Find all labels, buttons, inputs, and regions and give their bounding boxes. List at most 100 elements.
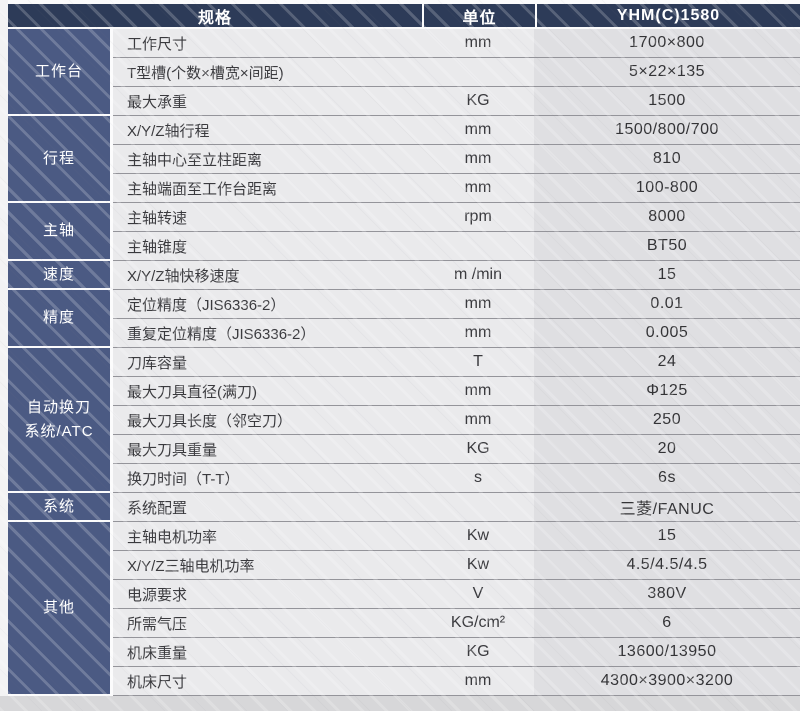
spec-value-cell: 1700×800	[534, 29, 800, 57]
spec-unit-cell: Kw	[466, 556, 490, 573]
spec-unit-cell	[422, 493, 534, 521]
spec-group-section: 主轴 主轴转速 rpm 8000 主轴锥度 BT50	[8, 203, 800, 261]
spec-value-cell: 4300×3900×3200	[534, 667, 800, 695]
spec-name-cell: 机床重量	[127, 644, 188, 662]
group-label-cell: 系统	[8, 493, 110, 520]
spec-name-cell: 最大刀具重量	[127, 441, 218, 459]
table-row: X/Y/Z轴快移速度 m /min 15	[113, 261, 800, 290]
table-row: 主轴电机功率 Kw 15	[113, 522, 800, 551]
table-row: 电源要求 V 380V	[113, 580, 800, 609]
spec-name-cell: 重复定位精度（JIS6336-2）	[127, 325, 316, 343]
spec-name-cell: 最大刀具直径(满刀)	[127, 383, 257, 401]
table-row: 刀库容量 T 24	[113, 348, 800, 377]
header-unit-label: 单位	[424, 4, 535, 27]
spec-table-body: 工作台 工作尺寸 mm 1700×800 T型槽(个数×槽宽×间距) 5×22×135 最大…	[8, 29, 800, 696]
table-row: 主轴锥度 BT50	[113, 232, 800, 261]
spec-value-cell: 6	[534, 609, 800, 637]
left-margin	[0, 0, 8, 696]
table-row: 机床尺寸 mm 4300×3900×3200	[113, 667, 800, 696]
spec-value-cell: 15	[534, 522, 800, 550]
spec-unit-cell: mm	[464, 411, 492, 428]
spec-unit-cell: rpm	[464, 208, 492, 225]
spec-group-section: 精度 定位精度（JIS6336-2） mm 0.01 重复定位精度（JIS6336-2）…	[8, 290, 800, 348]
spec-group-section: 速度 X/Y/Z轴快移速度 m /min 15	[8, 261, 800, 290]
spec-unit-cell: mm	[464, 382, 492, 399]
group-label-cell: 自动换刀 系统/ATC	[8, 348, 110, 491]
table-row: 主轴中心至立柱距离 mm 810	[113, 145, 800, 174]
spec-value-cell: 20	[534, 435, 800, 463]
spec-unit-cell: KG/cm²	[450, 614, 506, 631]
spec-value-cell: BT50	[534, 232, 800, 260]
group-rows: X/Y/Z轴行程 mm 1500/800/700 主轴中心至立柱距离 mm 810 主轴端面…	[113, 116, 800, 203]
spec-unit-cell: V	[472, 585, 484, 602]
spec-group-section: 工作台 工作尺寸 mm 1700×800 T型槽(个数×槽宽×间距) 5×22×135 最大…	[8, 29, 800, 116]
spec-unit-cell: m /min	[454, 266, 502, 283]
spec-value-cell: 0.005	[534, 319, 800, 347]
table-row: X/Y/Z轴行程 mm 1500/800/700	[113, 116, 800, 145]
table-row: 系统配置 三菱/FANUC	[113, 493, 800, 522]
spec-name-cell: 主轴转速	[127, 209, 188, 227]
spec-value-cell: 13600/13950	[534, 638, 800, 666]
table-row: 工作尺寸 mm 1700×800	[113, 29, 800, 58]
spec-name-cell: 主轴电机功率	[127, 528, 218, 546]
spec-name-cell: 系统配置	[127, 499, 188, 517]
group-rows: X/Y/Z轴快移速度 m /min 15	[113, 261, 800, 290]
spec-unit-cell: mm	[464, 295, 492, 312]
table-row: 最大刀具重量 KG 20	[113, 435, 800, 464]
table-row: 主轴转速 rpm 8000	[113, 203, 800, 232]
table-row: 最大刀具长度（邻空刀） mm 250	[113, 406, 800, 435]
group-rows: 系统配置 三菱/FANUC	[113, 493, 800, 522]
spec-name-cell: 刀库容量	[127, 354, 188, 372]
spec-value-cell: 0.01	[534, 290, 800, 318]
spec-unit-cell: T	[473, 353, 483, 370]
table-row: 主轴端面至工作台距离 mm 100-800	[113, 174, 800, 203]
group-label-cell: 速度	[8, 261, 110, 288]
table-row: 所需气压 KG/cm² 6	[113, 609, 800, 638]
spec-unit-cell	[422, 58, 534, 86]
group-label-cell: 主轴	[8, 203, 110, 259]
spec-group-section: 其他 主轴电机功率 Kw 15 X/Y/Z三轴电机功率 Kw 4.5/4.5/4.5 电源要求…	[8, 522, 800, 696]
spec-name-cell: 主轴端面至工作台距离	[127, 180, 278, 198]
group-label-cell: 行程	[8, 116, 110, 201]
spec-unit-cell: mm	[464, 179, 492, 196]
group-label-cell: 其他	[8, 522, 110, 694]
table-row: 定位精度（JIS6336-2） mm 0.01	[113, 290, 800, 319]
spec-value-cell: 810	[534, 145, 800, 173]
group-rows: 定位精度（JIS6336-2） mm 0.01 重复定位精度（JIS6336-2） mm…	[113, 290, 800, 348]
group-label-cell: 精度	[8, 290, 110, 346]
spec-name-cell: 电源要求	[127, 586, 188, 604]
spec-unit-cell: mm	[464, 150, 492, 167]
bottom-strip	[0, 696, 800, 711]
spec-name-cell: X/Y/Z轴快移速度	[127, 267, 240, 285]
group-rows: 工作尺寸 mm 1700×800 T型槽(个数×槽宽×间距) 5×22×135 最大承重 K…	[113, 29, 800, 116]
spec-unit-cell: mm	[464, 34, 492, 51]
spec-name-cell: 主轴中心至立柱距离	[127, 151, 263, 169]
spec-name-cell: 定位精度（JIS6336-2）	[127, 296, 286, 314]
spec-unit-cell: KG	[466, 643, 490, 660]
spec-unit-cell	[422, 232, 534, 260]
spec-value-cell: 24	[534, 348, 800, 376]
spec-unit-cell: mm	[464, 324, 492, 341]
table-row: 机床重量 KG 13600/13950	[113, 638, 800, 667]
table-row: X/Y/Z三轴电机功率 Kw 4.5/4.5/4.5	[113, 551, 800, 580]
spec-value-cell: 6s	[534, 464, 800, 492]
table-row: 最大承重 KG 1500	[113, 87, 800, 116]
spec-value-cell: 5×22×135	[534, 58, 800, 86]
spec-unit-cell: KG	[466, 440, 490, 457]
table-row: 重复定位精度（JIS6336-2） mm 0.005	[113, 319, 800, 348]
spec-name-cell: 工作尺寸	[127, 35, 188, 53]
spec-name-cell: X/Y/Z三轴电机功率	[127, 557, 255, 575]
group-rows: 主轴电机功率 Kw 15 X/Y/Z三轴电机功率 Kw 4.5/4.5/4.5 电源要求 V 3…	[113, 522, 800, 696]
spec-value-cell: 1500	[534, 87, 800, 115]
spec-unit-cell: Kw	[466, 527, 490, 544]
spec-value-cell: 4.5/4.5/4.5	[534, 551, 800, 579]
spec-unit-cell: mm	[464, 672, 492, 689]
spec-value-cell: 三菱/FANUC	[534, 493, 800, 521]
group-label-cell: 工作台	[8, 29, 110, 114]
spec-value-cell: 1500/800/700	[534, 116, 800, 144]
spec-value-cell: 100-800	[534, 174, 800, 202]
group-rows: 主轴转速 rpm 8000 主轴锥度 BT50	[113, 203, 800, 261]
spec-unit-cell: KG	[466, 92, 490, 109]
table-header-row: 规格 单位 YHM(C)1580	[8, 4, 800, 27]
